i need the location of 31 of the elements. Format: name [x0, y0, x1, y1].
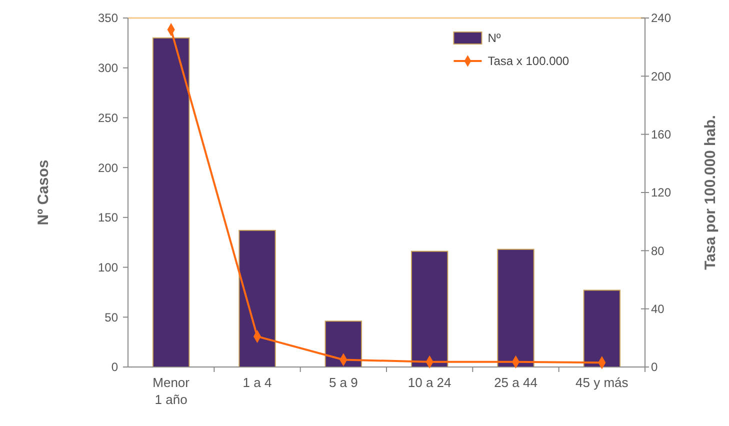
- bar: [583, 290, 621, 368]
- y-tick-label: 250: [98, 110, 118, 125]
- y-tick-label: 350: [98, 11, 118, 26]
- y2-tick-label: 40: [651, 302, 665, 316]
- y2-tick-label: 160: [651, 128, 672, 142]
- y-tick-label: 50: [104, 310, 118, 324]
- bar: [324, 320, 362, 368]
- x-tick-label: 45 y más: [576, 375, 629, 390]
- y-tick-label: 100: [98, 260, 118, 274]
- y-axis-title: Nº Casos: [35, 160, 52, 226]
- y-tick-label: 300: [98, 61, 118, 76]
- y-tick-label: 200: [98, 160, 118, 175]
- bar: [410, 250, 448, 368]
- bar: [238, 230, 276, 368]
- y2-tick-label: 80: [651, 244, 665, 258]
- y2-tick-label: 120: [651, 186, 672, 200]
- y2-tick-label: 240: [651, 11, 672, 26]
- bar: [497, 248, 534, 368]
- y-tick-label: 0: [111, 360, 118, 374]
- y2-axis-title: Tasa por 100.000 hab.: [702, 115, 719, 270]
- legend-label: Nº: [488, 31, 502, 46]
- x-tick-label: 1 a 4: [242, 375, 272, 390]
- y2-tick-label: 200: [651, 69, 672, 84]
- x-tick-label: 5 a 9: [328, 375, 358, 390]
- y2-tick-label: 0: [651, 360, 658, 374]
- y-tick-label: 150: [98, 210, 118, 225]
- x-tick-label: 25 a 44: [494, 375, 538, 390]
- bar: [152, 37, 190, 368]
- x-tick-label: 10 a 24: [408, 375, 452, 390]
- x-tick-label: Menor 1 año: [152, 375, 190, 407]
- legend-label: Tasa x 100.000: [488, 54, 570, 68]
